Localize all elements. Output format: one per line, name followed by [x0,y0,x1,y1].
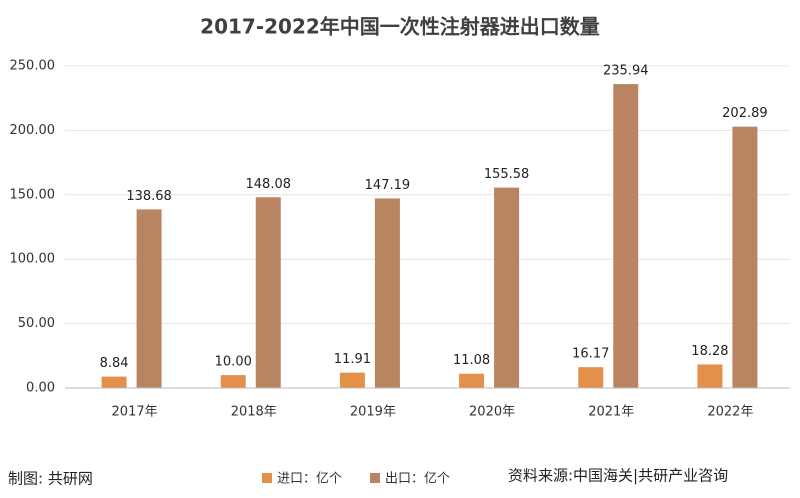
legend-label: 进口：亿个 [277,472,342,487]
chart-title: 2017-2022年中国一次性注射器进出口数量 [200,15,600,39]
bar [732,126,758,389]
value-label: 235.94 [603,64,649,79]
y-tick-label: 250.00 [10,59,56,74]
y-tick-label: 150.00 [10,187,56,202]
y-tick-label: 50.00 [18,316,55,331]
value-label: 147.19 [365,178,411,193]
value-label: 155.58 [484,167,530,182]
value-label: 18.28 [691,344,728,359]
legend-swatch [262,473,272,483]
x-tick-label: 2018年 [231,405,277,420]
value-label: 138.68 [126,189,172,204]
bar [101,376,127,388]
value-label: 11.91 [334,352,371,367]
bar [255,197,281,388]
value-label: 8.84 [100,356,129,371]
bar [220,375,246,388]
credit: 制图: 共研网 [8,470,93,488]
y-tick-label: 200.00 [10,123,56,138]
bar [339,372,365,388]
legend-swatch [370,473,380,483]
legend-label: 出口：亿个 [385,472,450,487]
value-label: 10.00 [215,355,252,370]
x-tick-label: 2020年 [469,405,515,420]
x-tick-label: 2021年 [588,405,634,420]
value-label: 16.17 [572,347,609,362]
bar [697,364,723,388]
bar [613,84,639,388]
bar [136,209,162,388]
bar [459,373,485,388]
bar [374,198,400,388]
x-tick-label: 2022年 [707,405,753,420]
x-tick-label: 2019年 [350,405,396,420]
value-label: 148.08 [246,177,292,192]
x-tick-label: 2017年 [112,405,158,420]
y-tick-label: 0.00 [26,381,55,396]
value-label: 202.89 [722,106,768,121]
y-tick-label: 100.00 [10,252,56,267]
bar [578,367,604,388]
value-label: 11.08 [453,353,490,368]
bar [494,187,520,388]
source: 资料来源:中国海关|共研产业咨询 [508,467,728,485]
